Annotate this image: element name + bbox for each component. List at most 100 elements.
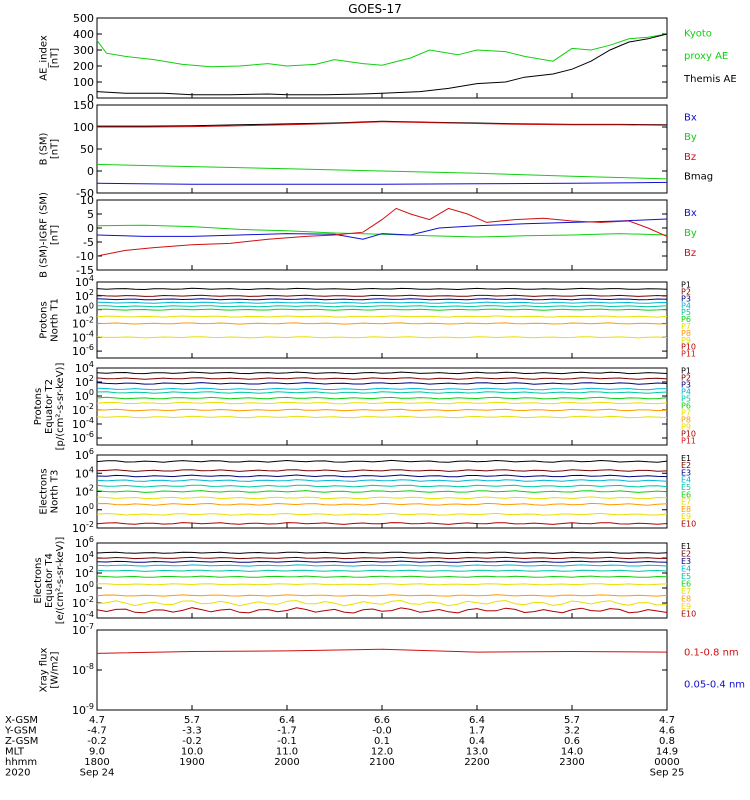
channel-label: P1 (681, 367, 691, 376)
electron-t4-E9 (96, 599, 668, 607)
x-row-value: 5.7 (564, 715, 580, 726)
legend-label: Bx (684, 113, 697, 124)
channel-label: E10 (681, 520, 696, 529)
y-tick-label: 102 (75, 374, 94, 389)
y-axis-label: [p/(cm²-s-sr-keV)] (55, 363, 66, 451)
y-tick-label: 10 (80, 194, 94, 207)
x-row-value: 0.4 (469, 736, 485, 747)
y-tick-label: 102 (75, 288, 94, 303)
y-tick-label: 400 (73, 28, 94, 41)
x-row-value: 9.0 (89, 747, 105, 758)
y-tick-label: -5 (83, 236, 94, 249)
x-row-value: 2000 (274, 757, 299, 768)
legend-label: By (684, 132, 697, 143)
x-row-value: 11.0 (276, 747, 298, 758)
x-row-value: 6.4 (469, 715, 485, 726)
b-bx-line (96, 181, 668, 185)
legend-label: 0.05-0.4 nm (684, 680, 745, 691)
y-tick-label: 500 (73, 12, 94, 25)
y-tick-label: -10 (76, 250, 94, 263)
channel-label: E1 (681, 454, 691, 463)
legend-label: Bz (684, 248, 696, 259)
channel-label: E8 (681, 505, 691, 514)
channel-label: E5 (681, 483, 691, 492)
x-row-value: -0.2 (182, 736, 202, 747)
figure-title: GOES-17 (348, 2, 402, 16)
panel-frame-5 (96, 367, 668, 446)
electron-t4-E8 (96, 594, 668, 597)
y-tick-label: 10-2 (72, 595, 94, 610)
electron-t3-E1 (96, 459, 668, 463)
channel-label: E7 (681, 498, 691, 507)
legend-label: By (684, 228, 697, 239)
electron-t3-E6 (96, 490, 668, 493)
channel-label: P6 (681, 315, 691, 324)
y-tick-label: 50 (80, 143, 94, 156)
electron-t3-E9 (96, 512, 668, 516)
y-axis-label: [nT] (50, 48, 61, 68)
y-axis-label: North T1 (50, 298, 61, 342)
proton-t2-P7 (96, 401, 668, 405)
x-row-value: 10.0 (181, 747, 203, 758)
channel-label: E9 (681, 602, 691, 611)
y-tick-label: 10-2 (72, 402, 94, 417)
proton-t2-P4 (96, 387, 668, 391)
channel-label: E3 (681, 468, 691, 477)
panel-frame-4 (96, 281, 668, 359)
x-row-value: 2200 (464, 757, 489, 768)
x-row-value: 12.0 (371, 747, 393, 758)
channel-label: P7 (681, 322, 691, 331)
db-bx-line (96, 218, 668, 240)
proton-t2-P9 (96, 415, 668, 419)
x-row-value: 0000 (654, 757, 679, 768)
y-tick-label: 100 (75, 302, 94, 317)
y-axis-label: [nT] (50, 139, 61, 159)
proton-t1-P9 (96, 336, 668, 339)
electron-t4-E7 (96, 583, 668, 586)
x-row-value: 1900 (179, 757, 204, 768)
channel-label: P8 (681, 416, 691, 425)
y-tick-label: 0 (87, 222, 94, 235)
y-tick-label: 200 (73, 60, 94, 73)
proton-t1-P4 (96, 301, 668, 304)
x-row-value: Sep 24 (80, 768, 115, 779)
proton-t1-P1 (96, 287, 668, 291)
y-tick-label: 100 (75, 502, 94, 517)
y-tick-label: 102 (75, 484, 94, 499)
x-row-label: X-GSM (5, 715, 38, 726)
y-axis-label: Equator T2 (44, 379, 55, 434)
y-axis-label: Electrons (33, 557, 44, 603)
x-row-label: hhmm (5, 757, 37, 768)
legend-label: Kyoto (684, 28, 712, 39)
x-row-value: -0.2 (87, 736, 107, 747)
proton-t2-P1 (96, 371, 668, 375)
channel-label: E2 (681, 461, 691, 470)
channel-label: E2 (681, 550, 691, 559)
channel-label: P3 (681, 381, 691, 390)
y-tick-label: 106 (75, 447, 94, 462)
y-axis-label: Xray flux (39, 648, 50, 693)
y-tick-label: 100 (73, 121, 94, 134)
proton-t2-P8 (96, 408, 668, 412)
x-row-value: -0.1 (277, 736, 297, 747)
channel-label: P3 (681, 294, 691, 303)
x-row-label: MLT (5, 747, 25, 758)
x-row-label: Y-GSM (4, 726, 37, 737)
x-row-value: 14.0 (561, 747, 583, 758)
y-tick-label: 0 (87, 92, 94, 105)
x-row-value: 4.6 (659, 726, 675, 737)
y-axis-label: AE_index (39, 35, 50, 81)
electron-t3-E7 (96, 496, 668, 500)
x-row-value: 14.9 (656, 747, 678, 758)
y-axis-label: [e/(cm²-s-sr-keV)] (55, 537, 66, 625)
y-tick-label: 100 (75, 388, 94, 403)
legend-label: proxy AE (684, 51, 728, 62)
channel-label: P7 (681, 409, 691, 418)
y-tick-label: 100 (75, 580, 94, 595)
db-by-line (96, 224, 668, 238)
y-tick-label: 10-2 (72, 315, 94, 330)
panel-frame-1 (96, 17, 668, 99)
legend-label: Themis AE (683, 74, 737, 85)
